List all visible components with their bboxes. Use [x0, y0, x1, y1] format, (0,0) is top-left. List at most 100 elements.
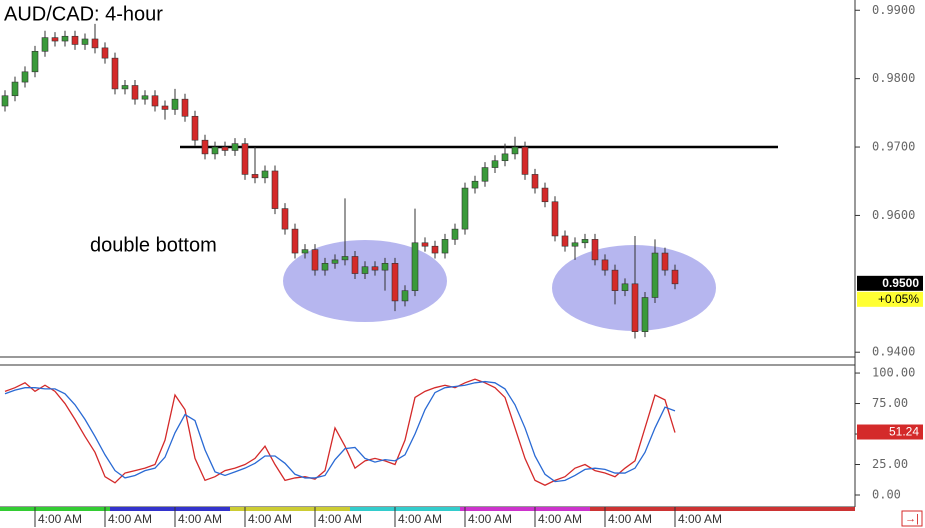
candle-body — [351, 256, 359, 274]
candle-body — [491, 160, 499, 168]
highlight-ellipse — [283, 240, 447, 322]
candle-body — [91, 38, 99, 49]
candle-body — [301, 249, 309, 254]
candle-body — [131, 85, 139, 100]
candle-body — [531, 174, 539, 189]
candle-body — [541, 187, 549, 203]
y-tick-label: 75.00 — [872, 396, 908, 410]
stoch-line — [4, 380, 676, 483]
candle-body — [81, 38, 89, 45]
candle-body — [241, 143, 249, 175]
price-tag: 0.9500 — [882, 276, 919, 290]
y-tick-label: 0.00 — [872, 488, 901, 502]
candle-body — [671, 269, 679, 285]
y-tick-label: 0.9400 — [872, 345, 915, 359]
candle-body — [431, 245, 439, 254]
time-strip — [0, 507, 855, 511]
candle-body — [381, 263, 389, 271]
candle-body — [111, 57, 119, 90]
value-tag-box — [857, 424, 923, 440]
candle-body — [51, 37, 59, 42]
candle-body — [461, 187, 469, 230]
candle-body — [511, 146, 519, 155]
candle-body — [321, 263, 329, 271]
x-tick-label: 4:00 AM — [248, 512, 292, 526]
price-tag-box — [857, 275, 923, 291]
chart-title: AUD/CAD: 4-hour — [4, 3, 163, 25]
candle-body — [141, 95, 149, 100]
candle-body — [201, 139, 209, 155]
x-tick-label: 4:00 AM — [38, 512, 82, 526]
candle-body — [661, 252, 669, 271]
candle-body — [651, 252, 659, 298]
change-tag: +0.05% — [878, 292, 919, 306]
candle-body — [471, 180, 479, 189]
candle-body — [41, 37, 49, 52]
candle-body — [571, 242, 579, 247]
candle-body — [271, 170, 279, 209]
x-tick-label: 4:00 AM — [608, 512, 652, 526]
x-tick-label: 4:00 AM — [678, 512, 722, 526]
candle-body — [71, 35, 79, 45]
candle-body — [601, 259, 609, 271]
candle-body — [171, 98, 179, 110]
candle-body — [251, 174, 259, 179]
candle-body — [421, 242, 429, 247]
candle-body — [281, 208, 289, 230]
candle-body — [401, 290, 409, 302]
candle-body — [371, 266, 379, 271]
candle-body — [631, 283, 639, 332]
candle-body — [101, 47, 109, 59]
candle-body — [181, 98, 189, 117]
y-tick-label: 0.9600 — [872, 208, 915, 222]
candle-body — [61, 35, 69, 42]
x-tick-label: 4:00 AM — [538, 512, 582, 526]
candle-body — [641, 297, 649, 332]
candle-body — [151, 95, 159, 107]
candle-body — [331, 259, 339, 264]
candle-body — [341, 256, 349, 261]
candle-body — [611, 269, 619, 291]
y-tick-label: 0.9700 — [872, 140, 915, 154]
stoch-line — [4, 378, 676, 486]
candle-body — [521, 146, 529, 175]
candle-body — [481, 167, 489, 182]
candle-body — [261, 170, 269, 179]
candle-body — [191, 115, 199, 141]
candle-body — [1, 95, 9, 107]
y-tick-label: 0.9800 — [872, 71, 915, 85]
candle-body — [121, 85, 129, 90]
candle-body — [621, 283, 629, 291]
x-tick-label: 4:00 AM — [468, 512, 512, 526]
candle-body — [231, 143, 239, 151]
candle-body — [581, 239, 589, 244]
candle-body — [391, 263, 399, 302]
scroll-button[interactable] — [901, 510, 923, 527]
candle-body — [441, 239, 449, 254]
candle-body — [551, 201, 559, 237]
candle-body — [11, 81, 19, 97]
candle-body — [211, 146, 219, 155]
x-tick-label: 4:00 AM — [398, 512, 442, 526]
candle-body — [501, 153, 509, 162]
candle-body — [161, 105, 169, 110]
candle-body — [451, 228, 459, 240]
change-tag-box — [857, 291, 923, 307]
y-tick-label: 25.00 — [872, 457, 908, 471]
candle-body — [311, 249, 319, 271]
scroll-icon: →| — [905, 513, 919, 525]
annotation: double bottom — [90, 234, 217, 256]
x-tick-label: 4:00 AM — [318, 512, 362, 526]
candle-body — [221, 146, 229, 151]
value-tag: 51.24 — [889, 425, 919, 439]
candle-body — [291, 228, 299, 254]
candle-body — [21, 71, 29, 83]
x-tick-label: 4:00 AM — [178, 512, 222, 526]
candle-body — [361, 266, 369, 274]
y-tick-label: 100.00 — [872, 366, 915, 380]
candle-body — [591, 239, 599, 261]
x-tick-label: 4:00 AM — [108, 512, 152, 526]
candle-body — [411, 242, 419, 291]
